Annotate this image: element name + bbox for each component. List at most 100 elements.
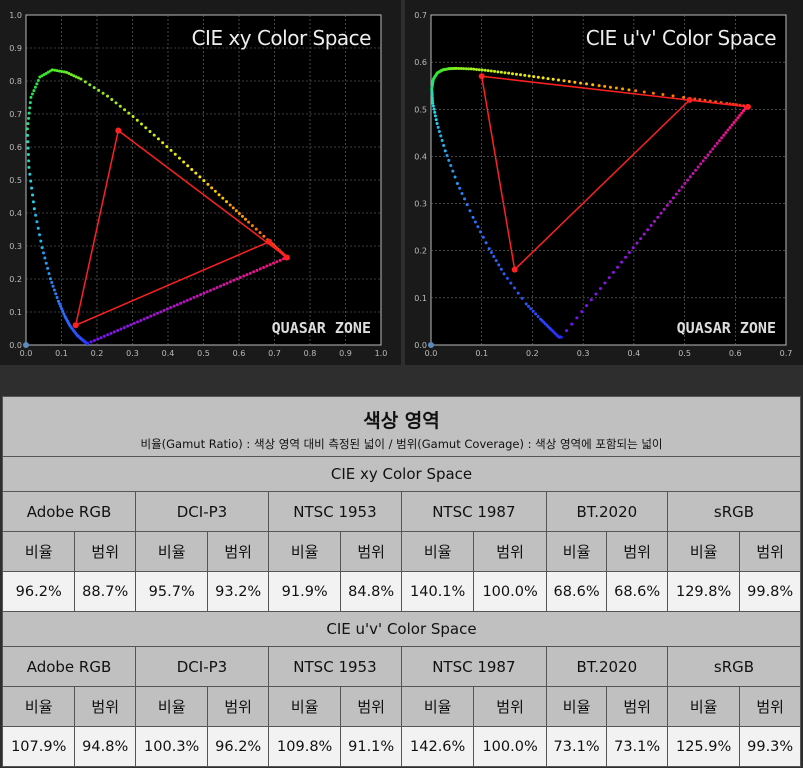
y-tick-label: 0.0 [414, 341, 427, 350]
y-tick-label: 0.0 [9, 341, 22, 350]
locus-point [79, 77, 83, 81]
ratio-value: 95.7% [134, 571, 209, 612]
x-tick-label: 0.8 [304, 349, 317, 358]
locus-point [51, 284, 55, 288]
cie-xy-chart: 0.0 0.1 0.2 0.3 0.4 0.5 0.6 0.7 0.8 0.9 1.0 0.0 0.1 0… [9, 11, 387, 358]
locus-point [740, 111, 744, 115]
locus-point [202, 179, 206, 183]
locus-point [694, 168, 698, 172]
locus-point [480, 68, 484, 72]
y-tick-label: 1.0 [9, 11, 22, 20]
ratio-header: 비율 [1, 531, 76, 572]
locus-point [44, 261, 48, 265]
locus-point [43, 256, 47, 260]
ratio-header: 비율 [400, 531, 475, 572]
locus-point [688, 175, 692, 179]
locus-point [472, 67, 476, 71]
locus-point [268, 263, 272, 267]
ratio-header: 비율 [666, 531, 741, 572]
locus-point [486, 69, 490, 73]
space-row: CIE u'v' Color Space [2, 611, 801, 647]
locus-point [99, 336, 103, 340]
y-tick-label: 0.8 [9, 77, 22, 86]
locus-point [458, 186, 462, 190]
standard-name: sRGB [666, 491, 802, 532]
locus-point [28, 101, 32, 105]
locus-point [464, 67, 468, 71]
locus-point [431, 101, 435, 105]
x-tick-label: 0.7 [268, 349, 281, 358]
coverage-header: 범위 [340, 686, 402, 727]
standard-name: DCI-P3 [134, 646, 269, 687]
locus-point [497, 263, 501, 267]
x-tick-label: 0.0 [20, 349, 33, 358]
locus-point [682, 95, 686, 99]
locus-point [162, 308, 166, 312]
table-header: 색상 영역 비율(Gamut Ratio) : 색상 영역 대비 측정된 넓이 … [2, 396, 801, 457]
locus-point [26, 122, 30, 126]
locus-point [210, 186, 214, 190]
locus-point [562, 79, 566, 83]
locus-point [439, 134, 443, 138]
y-tick-label: 0.7 [9, 110, 22, 119]
coverage-header: 범위 [473, 686, 547, 727]
locus-point [74, 75, 78, 79]
locus-point [642, 232, 646, 236]
locus-point [31, 193, 35, 197]
locus-point [742, 109, 746, 113]
coverage-header: 범위 [473, 531, 547, 572]
locus-point [614, 86, 618, 90]
locus-point [62, 312, 66, 316]
coverage-value: 88.7% [74, 571, 136, 612]
locus-point [27, 165, 31, 169]
locus-point [502, 272, 506, 276]
locus-point [258, 231, 262, 235]
locus-point [494, 259, 498, 263]
coverage-value: 100.0% [473, 726, 547, 767]
gamut-vertex [478, 73, 485, 80]
locus-point [516, 291, 520, 295]
locus-point [627, 250, 631, 254]
locus-point [453, 175, 457, 179]
locus-point [41, 251, 45, 255]
locus-point [146, 316, 150, 320]
locus-point [275, 260, 279, 264]
locus-point [159, 310, 163, 314]
locus-point [123, 108, 127, 112]
locus-point [31, 200, 35, 204]
locus-point [36, 78, 40, 82]
locus-point [179, 301, 183, 305]
y-tick-label: 0.4 [414, 152, 427, 161]
locus-point [510, 72, 514, 76]
x-tick-label: 0.1 [475, 349, 488, 358]
locus-point [173, 152, 177, 156]
locus-point [469, 67, 473, 71]
locus-point [665, 203, 669, 207]
coverage-value: 94.8% [74, 726, 136, 767]
ratio-value: 91.9% [267, 571, 342, 612]
locus-point [69, 73, 73, 77]
locus-point [699, 162, 703, 166]
coverage-header: 범위 [340, 531, 402, 572]
locus-point [433, 110, 437, 114]
locus-point [701, 159, 705, 163]
values-row: 107.9% 94.8% 100.3% 96.2% 109.8% 91.1% 142.6% 1… [1, 726, 801, 767]
locus-point [114, 101, 118, 105]
locus-point [144, 126, 148, 130]
locus-point [579, 81, 583, 85]
locus-point [122, 326, 126, 330]
locus-point [62, 70, 66, 74]
locus-point [499, 70, 503, 74]
locus-point [512, 286, 516, 290]
locus-point [465, 203, 469, 207]
locus-point [34, 213, 38, 217]
space-row: CIE xy Color Space [2, 456, 801, 492]
coverage-header: 범위 [207, 686, 269, 727]
locus-point [258, 267, 262, 271]
coverage-header: 범위 [74, 686, 136, 727]
locus-point [199, 293, 203, 297]
locus-point [252, 270, 256, 274]
locus-point [646, 228, 650, 232]
locus-point [473, 220, 477, 224]
locus-point [608, 85, 612, 89]
